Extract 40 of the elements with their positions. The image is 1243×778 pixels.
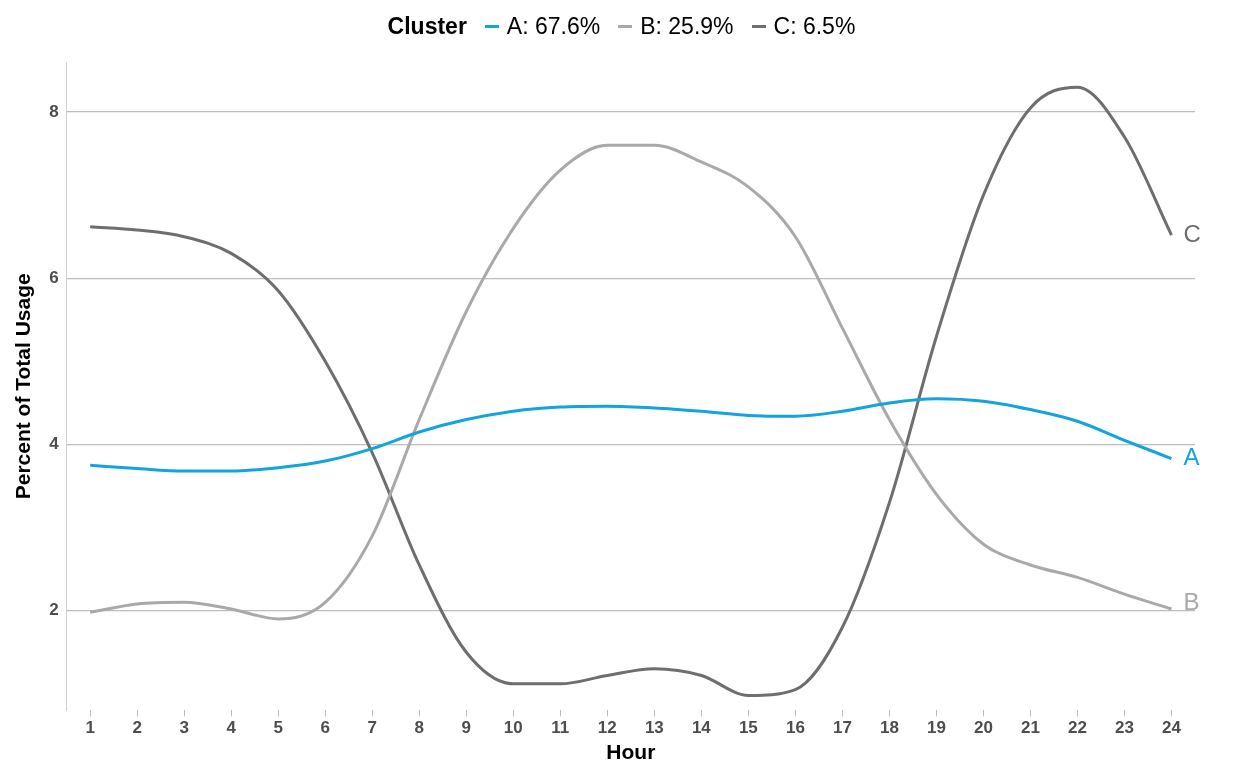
x-tick-label: 7 — [367, 718, 377, 738]
x-tick-label: 13 — [644, 718, 664, 738]
x-tick-label: 18 — [879, 718, 899, 738]
x-tick-label: 17 — [832, 718, 852, 738]
y-tick-label: 6 — [49, 267, 59, 287]
x-tick-label: 19 — [926, 718, 946, 738]
x-tick-label: 23 — [1115, 718, 1134, 738]
x-tick-label: 22 — [1068, 718, 1087, 738]
x-tick-label: 20 — [973, 718, 993, 738]
x-tick-label: 5 — [273, 718, 283, 738]
y-tick-label: 4 — [49, 434, 60, 454]
y-tick-label: 8 — [49, 101, 59, 121]
x-tick-label: 15 — [738, 718, 758, 738]
annotation: A — [1183, 443, 1200, 471]
x-tick-label: 14 — [691, 718, 712, 738]
x-tick-label: 16 — [785, 718, 805, 738]
x-tick-label: 21 — [1020, 718, 1040, 738]
x-tick-label: 8 — [414, 718, 424, 738]
legend-label: A: 67.6% — [506, 12, 601, 40]
x-tick-label: 6 — [320, 718, 330, 738]
x-tick-label: 2 — [132, 718, 142, 738]
annotation: B — [1183, 587, 1200, 615]
x-tick-label: 4 — [226, 718, 237, 738]
legend-label: C: 6.5% — [773, 12, 856, 40]
x-axis-title: Hour — [606, 740, 656, 764]
x-tick-label: 12 — [597, 718, 617, 738]
y-axis-title: Percent of Total Usage — [11, 273, 35, 500]
legend-label: B: 25.9% — [640, 12, 734, 40]
x-tick-label: 1 — [85, 718, 95, 738]
x-tick-label: 11 — [551, 718, 570, 738]
x-tick-label: 10 — [503, 718, 523, 738]
line-series — [88, 85, 1173, 697]
annotation: C — [1183, 219, 1201, 247]
y-tick-label: 2 — [49, 600, 59, 620]
x-tick-label: 9 — [461, 718, 472, 738]
x-tick-label: 24 — [1162, 718, 1182, 738]
line-series — [88, 143, 1173, 621]
x-tick-label: 3 — [179, 718, 189, 738]
line-series — [88, 397, 1173, 473]
legend-title: Cluster — [387, 12, 467, 40]
